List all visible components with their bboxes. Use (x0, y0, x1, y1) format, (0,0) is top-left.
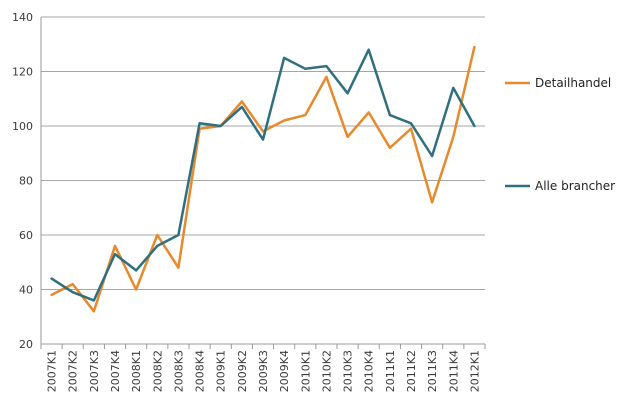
y-tick-label: 140 (12, 11, 33, 24)
x-axis-ticks: 2007K1 2007K2 2007K3 2007K4 2008K1 2008K2 2008… (40, 344, 486, 392)
x-tick-label: 2008K2 (151, 350, 164, 392)
y-axis-ticks: 20 40 60 80 100 120 140 (12, 11, 33, 351)
legend: Detailhandel Alle brancher (505, 76, 615, 193)
x-tick-label: 2007K4 (109, 350, 122, 392)
series-line-detailhandel (50, 45, 476, 313)
legend-label-detailhandel: Detailhandel (535, 76, 611, 90)
y-tick-label: 80 (19, 175, 33, 188)
legend-label-alle-brancher: Alle brancher (535, 179, 615, 193)
x-tick-label: 2008K3 (172, 350, 185, 392)
series-line-alle-brancher (50, 48, 476, 302)
x-tick-label: 2007K3 (88, 350, 101, 392)
y-tick-label: 120 (12, 66, 33, 79)
y-tick-label: 20 (19, 338, 33, 351)
x-tick-label: 2009K2 (236, 350, 249, 392)
x-tick-label: 2011K2 (405, 350, 418, 392)
gridlines (40, 16, 485, 345)
y-tick-label: 100 (12, 120, 33, 133)
x-tick-label: 2009K3 (257, 350, 270, 392)
y-tick-label: 60 (19, 229, 33, 242)
x-tick-label: 2011K3 (426, 350, 439, 392)
x-tick-label: 2009K4 (278, 350, 291, 392)
x-tick-label: 2010K1 (299, 350, 312, 392)
x-tick-label: 2011K4 (447, 350, 460, 392)
x-tick-label: 2011K1 (384, 350, 397, 392)
x-tick-label: 2008K4 (194, 350, 207, 392)
x-tick-label: 2007K2 (67, 350, 80, 392)
x-tick-label: 2012K1 (468, 350, 481, 392)
x-tick-label: 2008K1 (130, 350, 143, 392)
x-tick-label: 2010K2 (320, 350, 333, 392)
y-tick-label: 40 (19, 284, 33, 297)
x-tick-label: 2009K1 (215, 350, 228, 392)
x-tick-label: 2007K1 (46, 350, 59, 392)
series-lines (50, 45, 476, 313)
x-tick-label: 2010K4 (363, 350, 376, 392)
x-tick-label: 2010K3 (342, 350, 355, 392)
